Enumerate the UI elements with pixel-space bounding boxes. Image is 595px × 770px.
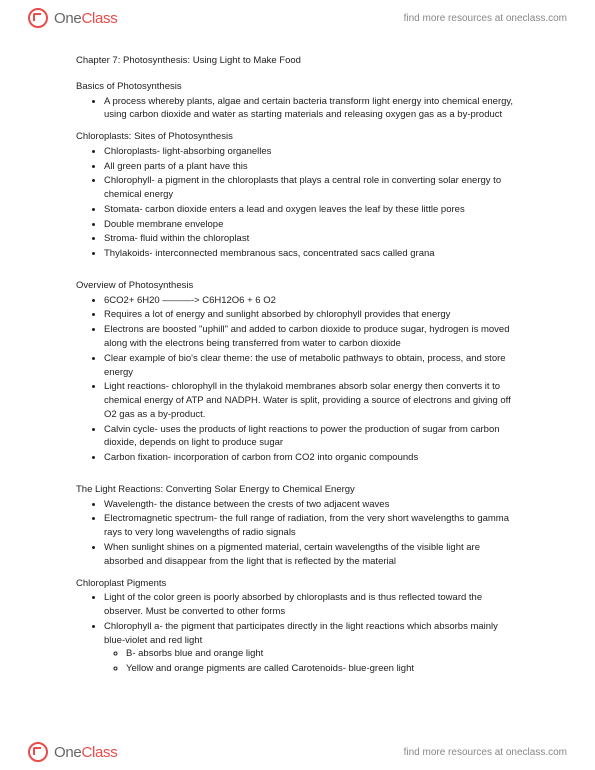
list-item: Clear example of bio's clear theme: the … [104,352,519,380]
list-item-text: A process whereby plants, algae and cert… [104,96,513,121]
section-heading: Chloroplast Pigments [76,577,519,591]
list-item: Electromagnetic spectrum- the full range… [104,512,519,540]
bullet-list: 6CO2+ 6H20 ———-> C6H12O6 + 6 O2 Requires … [76,294,519,465]
list-item: Thylakoids- interconnected membranous sa… [104,247,519,261]
list-item-text: Chlorophyll- a pigment in the chloroplas… [104,175,501,200]
list-item: B- absorbs blue and orange light [126,647,519,661]
list-item: Electrons are boosted "uphill" and added… [104,323,519,351]
brand-logo-link-footer[interactable]: OneClass [28,742,117,762]
list-item: Double membrane envelope [104,218,519,232]
list-item-text: Electromagnetic spectrum- the full range… [104,513,509,538]
list-item-text: Clear example of bio's clear theme: the … [104,353,506,378]
bullet-list: Light of the color green is poorly absor… [76,591,519,676]
footer-tagline-link[interactable]: find more resources at oneclass.com [404,747,567,758]
list-item-text: Light reactions- chlorophyll in the thyl… [104,381,511,420]
brand-part1: One [54,10,81,27]
list-item: Calvin cycle- uses the products of light… [104,423,519,451]
brand-icon [28,742,48,762]
list-item: Stomata- carbon dioxide enters a lead an… [104,203,519,217]
list-item: Chlorophyll a- the pigment that particip… [104,620,519,676]
section-heading: Overview of Photosynthesis [76,279,519,293]
brand-icon [28,8,48,28]
list-item-text: Chlorophyll a- the pigment that particip… [104,621,498,646]
list-item-text: Calvin cycle- uses the products of light… [104,424,500,449]
document-body: Chapter 7: Photosynthesis: Using Light t… [0,36,595,718]
list-item: All green parts of a plant have this [104,160,519,174]
list-item: Requires a lot of energy and sunlight ab… [104,308,519,322]
list-item-text: Light of the color green is poorly absor… [104,592,482,617]
list-item-text: Electrons are boosted "uphill" and added… [104,324,509,349]
brand-part2: Class [81,10,117,27]
section-heading: Basics of Photosynthesis [76,80,519,94]
list-item-text: Stomata- carbon dioxide enters a lead an… [104,204,465,215]
list-item-text: Wavelength- the distance between the cre… [104,499,389,510]
section-heading: Chloroplasts: Sites of Photosynthesis [76,130,519,144]
list-item-text: All green parts of a plant have this [104,161,248,172]
list-item-text: Chloroplasts- light-absorbing organelles [104,146,271,157]
brand-text: OneClass [54,10,117,27]
page-footer: OneClass find more resources at oneclass… [0,734,595,770]
list-item: Wavelength- the distance between the cre… [104,498,519,512]
list-item: Carbon fixation- incorporation of carbon… [104,451,519,465]
list-item: Light of the color green is poorly absor… [104,591,519,619]
bullet-list: Wavelength- the distance between the cre… [76,498,519,569]
list-item-text: 6CO2+ 6H20 ———-> C6H12O6 + 6 O2 [104,295,276,306]
list-item-text: Stroma- fluid within the chloroplast [104,233,249,244]
page-title: Chapter 7: Photosynthesis: Using Light t… [76,54,519,68]
brand-part2: Class [81,744,117,761]
list-item-text: Yellow and orange pigments are called Ca… [126,663,414,674]
list-item-text: Double membrane envelope [104,219,223,230]
brand-part1: One [54,744,81,761]
list-item: When sunlight shines on a pigmented mate… [104,541,519,569]
brand-logo-link[interactable]: OneClass [28,8,117,28]
list-item: 6CO2+ 6H20 ———-> C6H12O6 + 6 O2 [104,294,519,308]
list-item: Chloroplasts- light-absorbing organelles [104,145,519,159]
list-item-text: B- absorbs blue and orange light [126,648,263,659]
section-heading: The Light Reactions: Converting Solar En… [76,483,519,497]
list-item: Chlorophyll- a pigment in the chloroplas… [104,174,519,202]
brand-text: OneClass [54,744,117,761]
list-item: A process whereby plants, algae and cert… [104,95,519,123]
list-item-text: Requires a lot of energy and sunlight ab… [104,309,450,320]
header-tagline-link[interactable]: find more resources at oneclass.com [404,13,567,24]
bullet-list: Chloroplasts- light-absorbing organelles… [76,145,519,261]
list-item-text: When sunlight shines on a pigmented mate… [104,542,480,567]
bullet-list: A process whereby plants, algae and cert… [76,95,519,123]
list-item: Yellow and orange pigments are called Ca… [126,662,519,676]
sub-bullet-list: B- absorbs blue and orange light Yellow a… [104,647,519,676]
list-item: Stroma- fluid within the chloroplast [104,232,519,246]
list-item-text: Carbon fixation- incorporation of carbon… [104,452,418,463]
page-header: OneClass find more resources at oneclass… [0,0,595,36]
list-item-text: Thylakoids- interconnected membranous sa… [104,248,435,259]
list-item: Light reactions- chlorophyll in the thyl… [104,380,519,421]
